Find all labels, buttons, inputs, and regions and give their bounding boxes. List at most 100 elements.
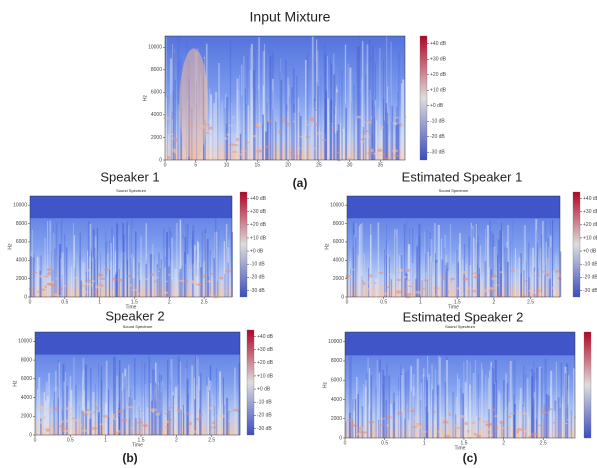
- spectrogram-streak: [372, 45, 374, 160]
- spectrogram-streak: [225, 94, 227, 160]
- spectrogram-energy: [554, 270, 560, 273]
- spectrogram-streak: [225, 223, 228, 297]
- spectrogram-streak: [174, 80, 176, 160]
- spectrogram-streak: [518, 400, 520, 438]
- spectrogram-streak: [550, 370, 553, 438]
- spectrogram-streak: [411, 263, 414, 297]
- spectrogram-energy: [162, 431, 168, 435]
- spectrogram-energy: [380, 418, 386, 420]
- spectrogram-streak: [420, 263, 421, 297]
- spectrogram-streak: [167, 96, 169, 160]
- spectrogram-streak: [501, 420, 503, 438]
- x-tick-label: 1: [423, 440, 426, 446]
- spectrogram-streak: [312, 58, 314, 161]
- spectrogram-streak: [428, 374, 430, 438]
- spectrogram-streak: [160, 259, 162, 297]
- spectrogram-streak: [427, 251, 430, 297]
- spectrogram-energy: [176, 408, 181, 412]
- spectrogram-streak: [236, 78, 239, 160]
- spectrogram-energy: [393, 154, 400, 157]
- spectrogram-streak: [140, 236, 142, 297]
- spectrogram-streak: [55, 370, 57, 435]
- spectrogram-streak: [314, 101, 317, 160]
- spectrogram-energy: [130, 427, 133, 429]
- spectrogram-energy: [437, 430, 442, 433]
- spectrogram-streak: [350, 355, 352, 438]
- x-tick-label: 2.5: [208, 437, 215, 443]
- spectrogram-energy: [83, 290, 89, 294]
- spectrogram-streak: [92, 392, 95, 435]
- spectrogram-streak: [62, 364, 64, 435]
- spectrogram-streak: [421, 379, 424, 438]
- spectrogram-energy: [209, 132, 214, 137]
- spectrogram-energy: [421, 430, 428, 433]
- spectrogram-streak: [547, 258, 549, 297]
- spectrogram-streak: [474, 359, 477, 438]
- spectrogram-streak: [452, 263, 454, 297]
- spectrogram-streak: [125, 278, 127, 297]
- spectrogram-energy: [312, 147, 317, 150]
- spectrogram-streak: [559, 407, 561, 438]
- spectrogram-streak: [544, 358, 547, 438]
- spectrogram-streak: [75, 260, 77, 297]
- spectrogram-energy: [169, 284, 172, 287]
- spectrogram-streak: [445, 254, 447, 297]
- colorbar-tick-label: +20 dB: [583, 222, 597, 228]
- spectrogram-streak: [429, 256, 432, 297]
- spectrogram-streak: [425, 406, 428, 438]
- spectrogram-streak: [316, 50, 319, 161]
- spectrogram-streak: [313, 107, 316, 160]
- spectrogram-energy: [364, 130, 370, 133]
- spectrogram-energy: [74, 418, 82, 422]
- colorbar-tick-label: -10 dB: [250, 262, 265, 268]
- spectrogram-energy: [84, 279, 92, 283]
- spectrogram-energy: [184, 279, 189, 283]
- spectrogram-streak: [358, 226, 361, 297]
- spectrogram-energy: [186, 412, 190, 416]
- spectrogram-streak: [411, 391, 413, 438]
- spectrogram-energy: [499, 270, 504, 274]
- spectrogram-streak: [525, 373, 527, 438]
- spectrogram-streak: [403, 224, 406, 297]
- spectrogram-streak: [370, 224, 372, 297]
- spectrogram-streak: [471, 228, 473, 297]
- y-axis-label: Hz: [324, 243, 330, 250]
- spectrogram-streak: [387, 243, 389, 297]
- spectrogram-streak: [83, 390, 86, 435]
- spectrogram-streak: [455, 250, 458, 297]
- y-axis-label: Hz: [12, 380, 18, 387]
- spectrogram-streak: [148, 356, 151, 435]
- spectrogram-streak: [126, 259, 129, 297]
- spectrogram-streak: [355, 237, 357, 297]
- spectrogram-energy: [383, 157, 390, 161]
- spectrogram-streak: [327, 98, 330, 160]
- spectrogram-streak: [79, 253, 81, 297]
- spectrogram-energy: [461, 293, 465, 295]
- spectrogram-streak: [226, 96, 229, 160]
- spectrogram-energy: [126, 405, 133, 409]
- spectrogram-energy: [372, 413, 376, 416]
- spectrogram-energy: [305, 120, 308, 124]
- spectrogram-streak: [75, 384, 77, 435]
- spectrogram-energy: [390, 417, 395, 419]
- spectrogram-streak: [431, 261, 433, 297]
- spectrogram-streak: [43, 392, 46, 435]
- spectrogram-streak: [470, 222, 472, 297]
- spectrogram-streak: [159, 268, 161, 297]
- spectrogram-streak: [37, 389, 38, 435]
- x-tick-label: 0.5: [381, 440, 388, 446]
- spectrogram-streak: [379, 47, 381, 160]
- spectrogram-streak: [118, 410, 121, 435]
- spectrogram-streak: [217, 98, 219, 160]
- spectrogram-energy: [380, 125, 384, 129]
- spectrogram-streak: [430, 239, 433, 297]
- spectrogram-streak: [365, 74, 367, 160]
- spectrogram-streak: [195, 275, 198, 297]
- spectrogram-streak: [179, 268, 182, 297]
- spectrogram-streak: [251, 100, 253, 160]
- spectrogram-streak: [184, 236, 187, 297]
- spectrogram-streak: [192, 413, 193, 435]
- spectrogram-streak: [520, 273, 522, 297]
- spectrogram-energy: [433, 287, 440, 289]
- spectrogram-streak: [123, 234, 125, 297]
